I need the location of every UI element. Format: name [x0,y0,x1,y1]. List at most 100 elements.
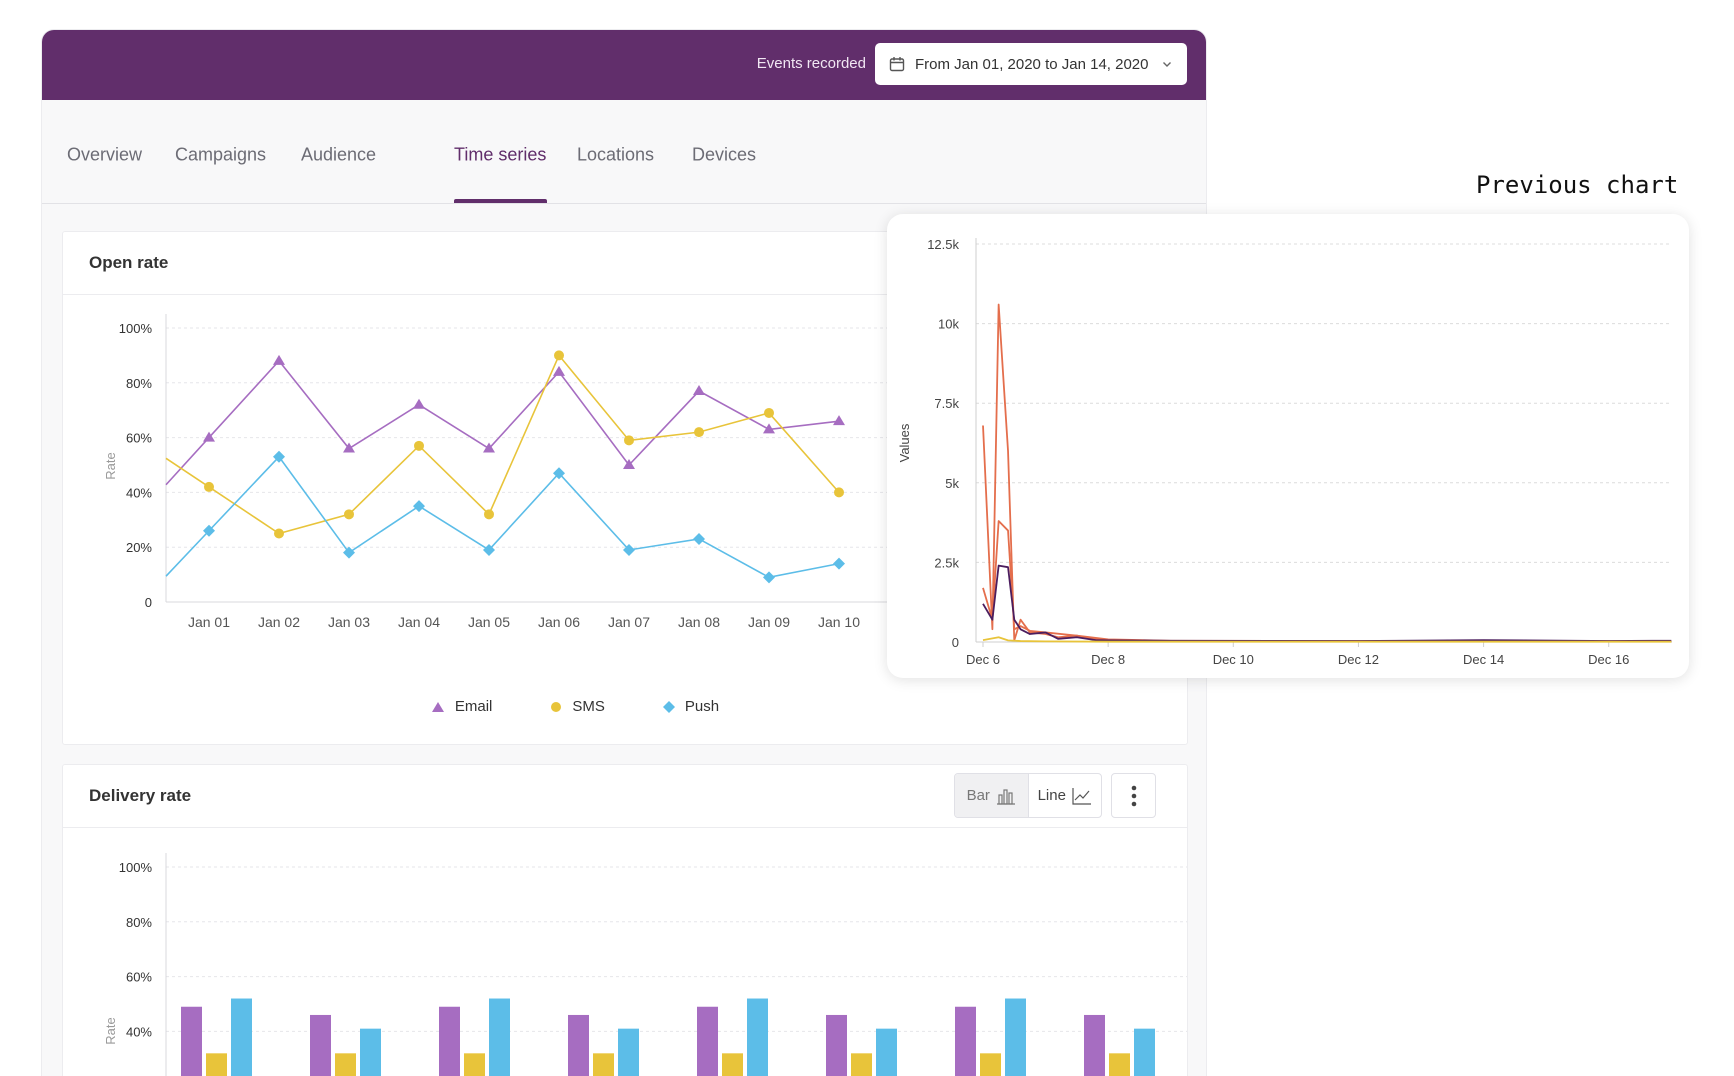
y-tick-label: 10k [938,317,959,332]
bar-push [489,998,510,1076]
y-tick-label: 40% [126,1024,152,1039]
data-point-email [693,385,705,396]
tab-overview[interactable]: Overview [67,144,143,165]
y-tick-label: 100% [119,321,153,336]
x-tick-label: Dec 8 [1091,652,1125,667]
bar-email [697,1006,718,1076]
x-tick-label: Jan 02 [258,614,300,630]
delivery-rate-chart: 100%80%60%40%20%Rate [103,853,1187,1076]
series-line-orange [982,520,1672,643]
y-tick-label: 7.5k [934,396,959,411]
data-point-sms [624,435,634,446]
bar-push [747,998,768,1076]
data-point-push [623,543,635,556]
y-tick-label: 2.5k [934,555,959,570]
data-point-push [553,467,565,480]
active-tab-indicator [454,199,547,203]
series-line-purple [982,564,1672,642]
data-point-sms [764,407,774,418]
y-axis-label: Rate [103,452,118,479]
line-toggle-button[interactable]: Line [1029,774,1102,817]
x-tick-label: Jan 07 [608,614,650,630]
bar-push [1005,998,1026,1076]
tab-campaigns[interactable]: Campaigns [175,144,267,165]
data-point-email [203,431,215,442]
data-point-push [343,546,355,559]
x-tick-label: Jan 08 [678,614,720,630]
tab-audience[interactable]: Audience [301,144,377,165]
bar-push [618,1028,639,1076]
bar-sms [335,1053,356,1076]
y-tick-label: 5k [945,476,959,491]
more-options-button[interactable] [1111,773,1156,818]
data-point-push [693,532,705,545]
x-tick-label: Dec 16 [1588,652,1629,667]
data-point-sms [204,481,214,492]
data-point-push [483,543,495,556]
legend-label-sms: SMS [572,698,605,715]
y-tick-label: 20% [126,540,152,555]
bar-push [876,1028,897,1076]
tab-locations[interactable]: Locations [577,144,655,165]
bar-sms [464,1053,485,1076]
data-point-sms [554,350,564,361]
x-tick-label: Jan 03 [328,614,370,630]
delivery-rate-card: Delivery rate Bar Line [62,764,1188,1076]
bar-toggle-button[interactable]: Bar [955,774,1029,817]
data-point-push [203,524,215,537]
series-line-yellow [982,636,1672,643]
x-tick-label: Jan 06 [538,614,580,630]
open-rate-card-header: Open rate [63,232,1187,295]
legend-item-email[interactable]: Email [431,698,493,715]
data-point-push [273,450,285,463]
y-tick-label: 12.5k [927,237,959,252]
x-tick-label: Jan 10 [818,614,860,630]
legend-label-email: Email [454,698,493,715]
bar-sms [1109,1053,1130,1076]
data-point-sms [414,440,424,451]
previous-chart-label: Previous chart [1476,171,1679,199]
bar-chart-icon [996,788,1015,805]
chevron-down-icon [1163,62,1171,67]
bar-email [310,1014,331,1076]
x-tick-label: Dec 6 [966,652,1000,667]
x-tick-label: Jan 05 [468,614,510,630]
bar-push [360,1028,381,1076]
legend-item-sms[interactable]: SMS [550,698,605,715]
data-point-push [833,557,845,570]
y-tick-label: 40% [126,485,152,500]
series-line-sms [165,353,840,535]
circle-icon [551,701,562,712]
data-point-sms [834,487,844,498]
data-point-sms [274,528,284,539]
data-point-email [623,459,635,469]
y-tick-label: 80% [126,915,152,930]
data-point-email [413,398,425,409]
bar-email [826,1014,847,1076]
x-tick-label: Dec 10 [1213,652,1254,667]
bar-toggle-label: Bar [966,787,990,804]
date-range-value: From Jan 01, 2020 to Jan 14, 2020 [915,55,1149,73]
previous-chart: 0 2.5k 5k 7.5k 10k 12.5k Values Dec 6 Dec 8 Dec 1… [897,237,1672,667]
tab-time-series[interactable]: Time series [454,144,547,165]
triangle-icon [431,701,444,712]
bar-sms [851,1053,872,1076]
previous-chart-card: 0 2.5k 5k 7.5k 10k 12.5k Values Dec 6 Dec 8 Dec 1… [887,214,1689,678]
tab-devices[interactable]: Devices [692,144,757,165]
y-tick-label: 0 [145,595,152,610]
data-point-sms [484,509,494,520]
calendar-icon [889,57,905,72]
line-chart-icon [1072,787,1091,805]
series-line-orange [982,303,1672,643]
bar-push [1134,1028,1155,1076]
top-bar: Events recorded From Jan 01, 2020 to Jan… [42,30,1206,100]
date-range-select[interactable]: From Jan 01, 2020 to Jan 14, 2020 [875,43,1187,85]
events-recorded-label: Events recorded [756,55,866,72]
kebab-icon [1131,785,1136,806]
bar-email [1084,1014,1105,1076]
legend-item-push[interactable]: Push [662,698,719,715]
bar-email [955,1006,976,1076]
x-tick-label: Dec 14 [1463,652,1504,667]
open-rate-title: Open rate [89,253,169,272]
bar-push [231,998,252,1076]
